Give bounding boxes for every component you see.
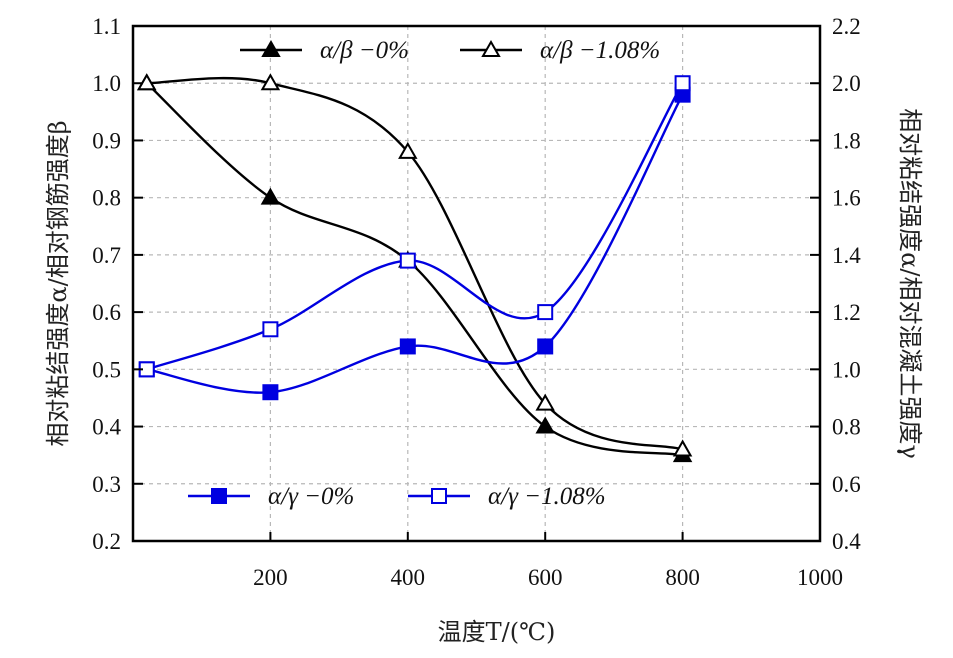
data-point-marker: [260, 187, 281, 205]
series-1: [137, 73, 693, 457]
series-line: [146, 94, 684, 394]
x-tick-label: 800: [665, 565, 700, 590]
data-point-marker: [262, 321, 279, 338]
y-left-tick-label: 0.7: [92, 243, 121, 268]
x-tick-label: 400: [391, 565, 426, 590]
y-left-tick-label: 0.2: [92, 529, 121, 554]
series-line: [145, 82, 683, 457]
x-tick-label: 600: [528, 565, 563, 590]
y-axis-left-title: 相对粘结强度α/相对钢筋强度β: [44, 120, 72, 446]
legend-label: α/β −1.08%: [540, 37, 660, 64]
x-tick-label: 1000: [797, 565, 843, 590]
data-point-marker: [399, 338, 416, 355]
y-right-tick-label: 2.2: [832, 14, 861, 39]
y-right-tick-label: 0.4: [832, 529, 861, 554]
y-left-tick-label: 0.5: [92, 357, 121, 382]
y-left-tick-label: 1.0: [92, 71, 121, 96]
y-left-tick-label: 0.6: [92, 300, 121, 325]
series-line: [146, 82, 684, 371]
y-left-tick-label: 0.8: [92, 186, 121, 211]
y-right-tick-label: 0.6: [832, 472, 861, 497]
y-right-tick-label: 1.4: [832, 243, 861, 268]
data-point-marker: [674, 75, 691, 92]
data-point-marker: [537, 338, 554, 355]
legend-top: α/β −0% α/β −1.08%: [240, 37, 660, 64]
legend-bottom: α/γ −0% α/γ −1.08%: [188, 483, 606, 510]
y-right-tick-label: 1.8: [832, 128, 861, 153]
y-right-tick-label: 1.2: [832, 300, 861, 325]
data-point-marker: [672, 439, 693, 457]
legend-entry: α/β −1.08%: [460, 37, 660, 64]
series-layer: [137, 73, 693, 463]
legend-marker: [261, 39, 281, 57]
data-point-marker: [398, 141, 418, 159]
y-axis-right-title: 相对粘结强度α/相对混凝土强度γ: [896, 108, 924, 459]
legend-entry: α/β −0%: [240, 37, 409, 64]
y-left-tick-label: 0.3: [92, 472, 121, 497]
legend-marker: [431, 488, 447, 504]
series-3: [138, 75, 691, 378]
legend-marker: [211, 488, 227, 504]
y-left-tick-label: 0.4: [92, 415, 121, 440]
legend-label: α/γ −0%: [268, 483, 354, 510]
data-point-marker: [535, 416, 555, 434]
series-line: [146, 76, 683, 451]
y-left-tick-label: 0.9: [92, 128, 121, 153]
data-point-marker: [535, 393, 555, 411]
legend-entry: α/γ −0%: [188, 483, 354, 510]
legend-entry: α/γ −1.08%: [408, 483, 606, 510]
x-tick-label: 200: [253, 565, 288, 590]
data-point-marker: [262, 384, 279, 401]
y-right-tick-label: 1.6: [832, 186, 861, 211]
data-point-marker: [399, 252, 416, 269]
legend-label: α/β −0%: [320, 37, 409, 64]
data-point-marker: [537, 304, 554, 321]
ticks: 200 400 600 800 1000 1.1 1.0 0.9 0.8 0.7 0.6 0.5 0.4…: [92, 14, 861, 590]
legend-label: α/γ −1.08%: [488, 483, 606, 510]
plot-frame: [131, 24, 822, 543]
x-axis-title: 温度T/(℃): [438, 618, 556, 646]
data-point-marker: [260, 73, 281, 91]
y-left-tick-label: 1.1: [92, 14, 121, 39]
series-2: [138, 86, 691, 401]
legend-marker: [481, 39, 501, 57]
y-right-tick-label: 1.0: [832, 357, 861, 382]
y-right-tick-label: 2.0: [832, 71, 861, 96]
y-right-tick-label: 0.8: [832, 415, 861, 440]
grid: [133, 26, 820, 541]
